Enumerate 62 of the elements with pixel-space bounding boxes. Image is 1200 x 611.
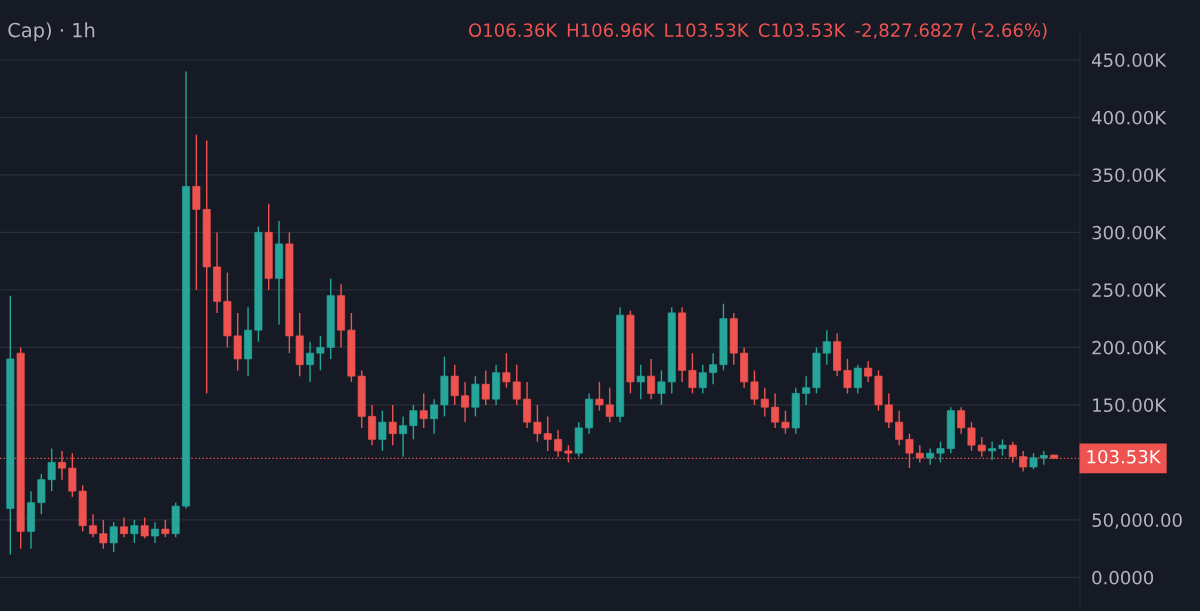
candlestick (698, 363, 707, 395)
candlestick (647, 358, 656, 400)
candlestick (822, 329, 831, 366)
annotation: L103.53K (665, 23, 750, 38)
y-tick-label: 250.00K (1092, 283, 1167, 298)
candlestick (967, 421, 976, 452)
candlestick (130, 519, 139, 544)
annotation: O106.36K (469, 23, 558, 38)
candlestick (760, 386, 769, 418)
candlestick (306, 340, 315, 383)
candlestick (89, 513, 97, 538)
candlestick (771, 392, 780, 429)
y-tick-label: 350.00K (1092, 168, 1167, 183)
annotation: -2,827.6827 (-2.66%) (855, 23, 1047, 40)
candlestick (450, 363, 459, 406)
candlestick (554, 429, 563, 458)
y-tick-label: 450.00K (1091, 53, 1167, 68)
candlestick (481, 369, 490, 406)
candlestick (1039, 450, 1048, 466)
y-tick-label: 200.00K (1092, 340, 1167, 355)
candlestick (523, 381, 532, 429)
candlestick (905, 432, 914, 469)
candlestick (750, 369, 759, 406)
candlestick (471, 375, 480, 418)
candlestick (657, 369, 666, 406)
candlestick (388, 404, 397, 446)
candlestick (99, 519, 108, 550)
candlestick (419, 392, 428, 429)
ref-line-label: 103.53K (1087, 449, 1161, 464)
candlestick (864, 360, 873, 383)
candlestick (802, 375, 811, 406)
candlestick (430, 398, 439, 435)
y-tick-label: 300.00K (1092, 225, 1167, 240)
annotation: C103.53K (758, 23, 846, 38)
candlestick (120, 516, 128, 538)
candlestick (853, 363, 862, 395)
candlestick (895, 409, 904, 446)
annotation: H106.96K (567, 23, 656, 38)
candlestick (461, 381, 470, 423)
y-tick-label: 150.00K (1093, 398, 1167, 413)
candlestick (884, 392, 893, 429)
candlestick (368, 404, 377, 446)
candlestick (409, 404, 418, 441)
candlestick (988, 441, 997, 461)
chart-title: Cap) · 1h (8, 22, 95, 42)
candlestick (378, 409, 387, 452)
candlestick (926, 447, 935, 466)
y-tick-label: 50,000.00 (1092, 513, 1182, 529)
candlestick (977, 436, 986, 458)
candlestick (688, 352, 697, 395)
candlestick (399, 415, 408, 458)
candlestick (781, 409, 790, 435)
candlestick (636, 363, 645, 400)
candlestick (957, 406, 966, 435)
candlestick (709, 352, 718, 385)
candlestick (151, 521, 159, 544)
y-tick-label: 0.0000 (1092, 570, 1154, 585)
y-tick-label: 400.00K (1091, 110, 1167, 125)
candlestick (140, 516, 149, 539)
candlestick (109, 521, 118, 553)
candlestick (936, 441, 945, 464)
candlestick (843, 358, 852, 395)
